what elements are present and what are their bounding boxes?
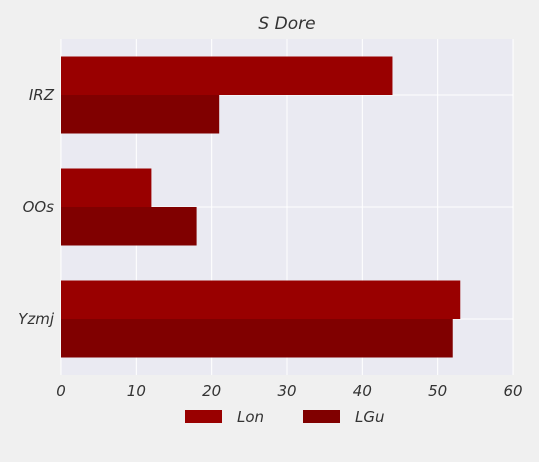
y-tick-label-2: Yzmj: [18, 310, 55, 328]
x-tick-label-6: 60: [503, 382, 522, 400]
x-tick-label-0: 0: [56, 382, 66, 400]
chart-title: S Dore: [258, 14, 315, 34]
x-tick-label-5: 50: [428, 382, 447, 400]
x-axis-ticks: 0 10 20 30 40 50 60: [56, 382, 522, 400]
x-tick-label-4: 40: [353, 382, 372, 400]
legend-label-lgu: LGu: [355, 408, 385, 426]
bar-lon-oos: [61, 168, 152, 207]
bar-lgu-irz: [61, 95, 220, 134]
legend-swatch-lon: [185, 410, 222, 423]
bar-lgu-oos: [61, 207, 197, 246]
bar-lon-irz: [61, 56, 393, 95]
bars: [61, 56, 461, 358]
bar-lon-yzmj: [61, 280, 461, 319]
legend: Lon LGu: [185, 408, 385, 426]
x-tick-label-3: 30: [277, 382, 296, 400]
y-tick-label-1: OOs: [23, 198, 55, 216]
bar-lgu-yzmj: [61, 319, 453, 358]
x-tick-label-1: 10: [127, 382, 146, 400]
legend-swatch-lgu: [303, 410, 340, 423]
y-tick-label-0: IRZ: [29, 86, 55, 104]
y-axis-ticks: IRZ OOs Yzmj: [18, 86, 55, 328]
legend-label-lon: Lon: [237, 408, 264, 426]
x-tick-label-2: 20: [202, 382, 221, 400]
